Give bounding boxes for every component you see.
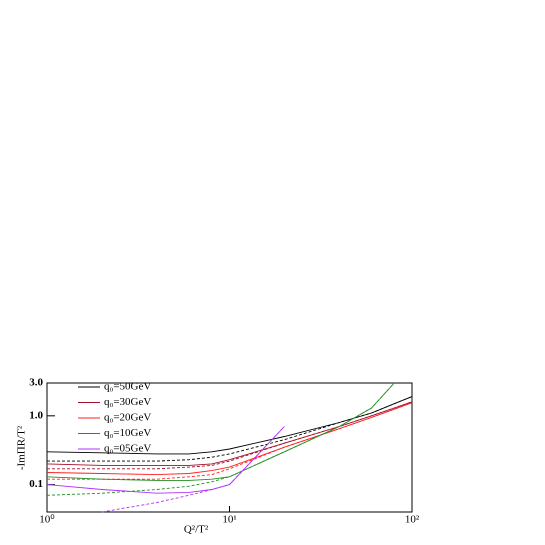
y-tick-label: 1.0 bbox=[29, 409, 43, 421]
x-axis-label: Q²/T² bbox=[184, 524, 209, 536]
series-line bbox=[46, 402, 413, 476]
y-axis-label: -ImΠR/T² bbox=[16, 425, 28, 470]
legend-label: q₀=50GeV bbox=[104, 381, 151, 393]
legend-label: q₀=10GeV bbox=[104, 427, 151, 439]
series-line-dashed bbox=[101, 426, 285, 513]
series-line bbox=[46, 426, 285, 494]
series-line-dashed bbox=[46, 382, 395, 496]
legend-label: q₀=20GeV bbox=[104, 412, 151, 424]
x-tick-label: 10⁰ bbox=[39, 514, 55, 526]
series-line-dashed bbox=[47, 401, 413, 470]
y-tick-label: 0.1 bbox=[29, 478, 43, 490]
series-line bbox=[46, 396, 413, 455]
plot-frame bbox=[46, 382, 413, 513]
series-line-dashed bbox=[47, 402, 413, 480]
x-tick-label: 10² bbox=[405, 514, 420, 526]
series-line bbox=[46, 382, 395, 481]
x-tick-label: 10¹ bbox=[222, 514, 236, 526]
y-tick-label: 3.0 bbox=[29, 377, 43, 389]
legend-label: q₀=30GeV bbox=[104, 396, 151, 408]
series-line bbox=[46, 401, 413, 466]
series-line-dashed bbox=[47, 396, 413, 462]
legend-label: q₀=05GeV bbox=[104, 443, 151, 455]
